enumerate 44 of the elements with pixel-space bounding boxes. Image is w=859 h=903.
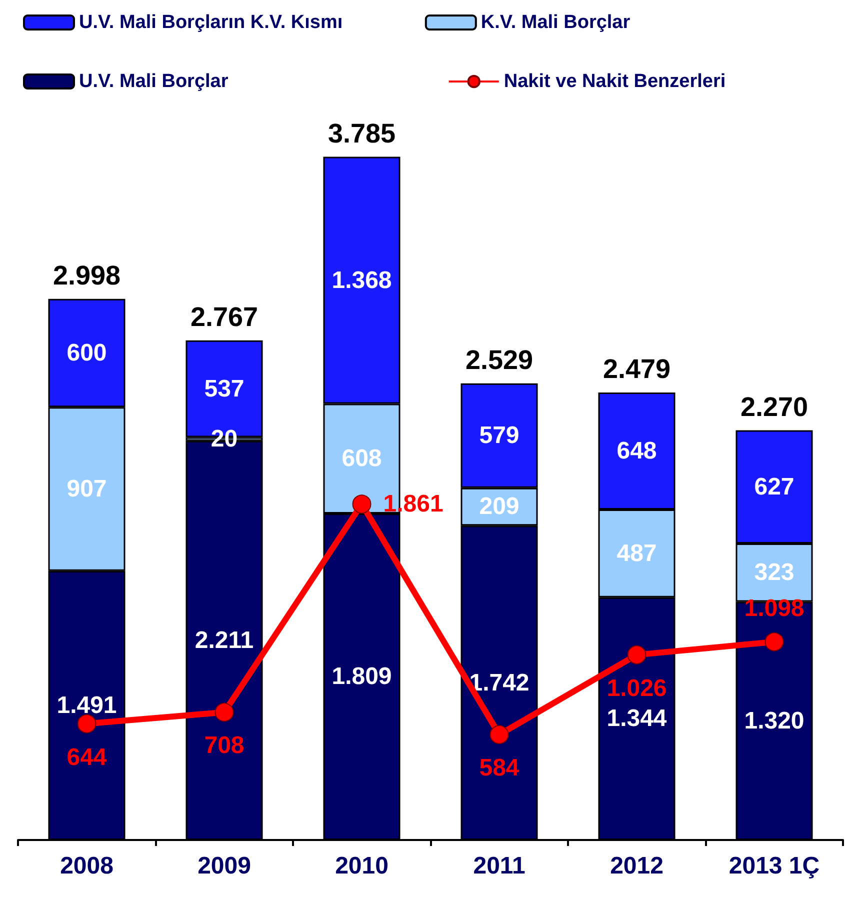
- x-tick-label: 2010: [335, 852, 388, 880]
- total-label: 2.998: [52, 260, 121, 290]
- data-label: 644: [66, 744, 108, 771]
- data-label: 1.809: [332, 663, 392, 690]
- total-label: 2.270: [740, 392, 808, 422]
- total-label: 2.529: [465, 344, 534, 375]
- data-label: 1.320: [744, 707, 804, 734]
- legend-label: K.V. Mali Borçlar: [480, 12, 810, 33]
- legend-label: U.V. Mali Borçlar: [79, 71, 408, 92]
- x-tick-label: 2012: [610, 852, 664, 880]
- point: [77, 714, 96, 734]
- data-label: 323: [754, 559, 794, 586]
- data-label: 579: [479, 422, 520, 450]
- data-label: 1.491: [56, 692, 117, 719]
- total-label: 3.785: [328, 118, 396, 148]
- x-tick-label: 2013 1Ç: [728, 852, 820, 880]
- data-label: 584: [479, 754, 520, 782]
- point: [764, 632, 784, 652]
- total-label: 2.479: [602, 354, 671, 384]
- legend-label: U.V. Mali Borçların K.V. Kısmı: [79, 12, 385, 33]
- point: [490, 725, 509, 744]
- total-label: 2.767: [190, 302, 258, 332]
- data-label: 1.098: [744, 594, 804, 622]
- data-label: 608: [342, 445, 382, 472]
- data-label: 209: [479, 493, 520, 520]
- data-label: 627: [754, 473, 794, 500]
- data-label: 600: [66, 340, 107, 367]
- x-tick-label: 2011: [473, 852, 526, 880]
- data-label: 2.211: [194, 626, 254, 654]
- data-label: 1.742: [469, 669, 530, 696]
- data-label: 907: [66, 476, 107, 503]
- legend-label: Nakit ve Nakit Benzerleri: [504, 71, 821, 92]
- point: [627, 645, 646, 664]
- point: [214, 702, 234, 722]
- data-label: 1.026: [606, 674, 667, 702]
- data-label: 487: [616, 540, 657, 567]
- data-label: 537: [204, 375, 244, 402]
- point: [352, 494, 372, 514]
- x-tick-label: 2008: [60, 852, 114, 880]
- data-label: 1.344: [606, 705, 668, 732]
- data-label: 1.368: [332, 266, 392, 294]
- data-label: 708: [204, 732, 244, 760]
- data-label: 648: [616, 438, 657, 465]
- x-tick-label: 2009: [198, 852, 251, 880]
